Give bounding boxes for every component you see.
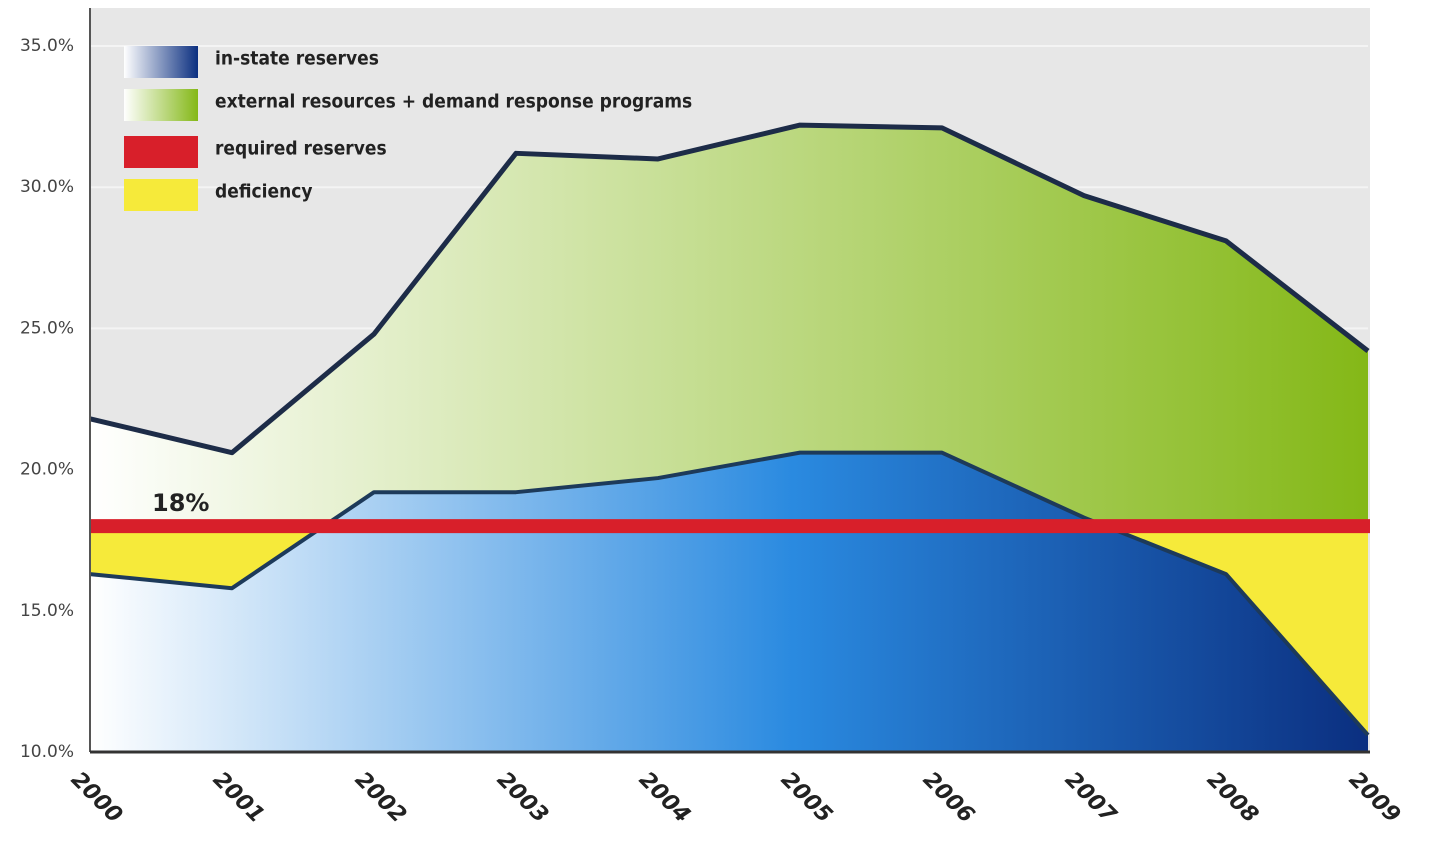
legend-label: external resources + demand response pro…	[215, 91, 692, 113]
area-external	[90, 125, 1368, 736]
legend-swatch	[124, 179, 198, 211]
y-tick-label: 30.0%	[20, 177, 74, 197]
legend-label: deficiency	[215, 181, 313, 203]
x-tick-label: 2007	[1060, 767, 1121, 828]
y-tick-label: 15.0%	[20, 601, 74, 621]
y-tick-label: 35.0%	[20, 36, 74, 56]
x-tick-label: 2002	[350, 767, 411, 828]
x-tick-label: 2005	[776, 767, 837, 828]
x-tick-label: 2004	[634, 767, 695, 828]
line-in-state	[89, 450, 1370, 737]
y-tick-label: 10.0%	[20, 742, 74, 762]
legend-swatch	[124, 89, 198, 121]
legend-swatch	[124, 46, 198, 78]
x-tick-label: 2001	[208, 767, 269, 828]
x-tick-label: 2009	[1344, 767, 1405, 828]
y-tick-label: 20.0%	[20, 460, 74, 480]
x-tick-label: 2008	[1202, 767, 1263, 828]
legend-label: in-state reserves	[215, 48, 379, 70]
legend-swatch	[124, 136, 198, 168]
line-total	[89, 122, 1370, 456]
x-tick-label: 2006	[918, 767, 979, 828]
required-label: 18%	[152, 489, 209, 517]
x-tick-label: 2000	[66, 767, 127, 828]
y-tick-label: 25.0%	[20, 318, 74, 338]
legend-label: required reserves	[215, 138, 387, 160]
x-tick-label: 2003	[492, 767, 553, 828]
